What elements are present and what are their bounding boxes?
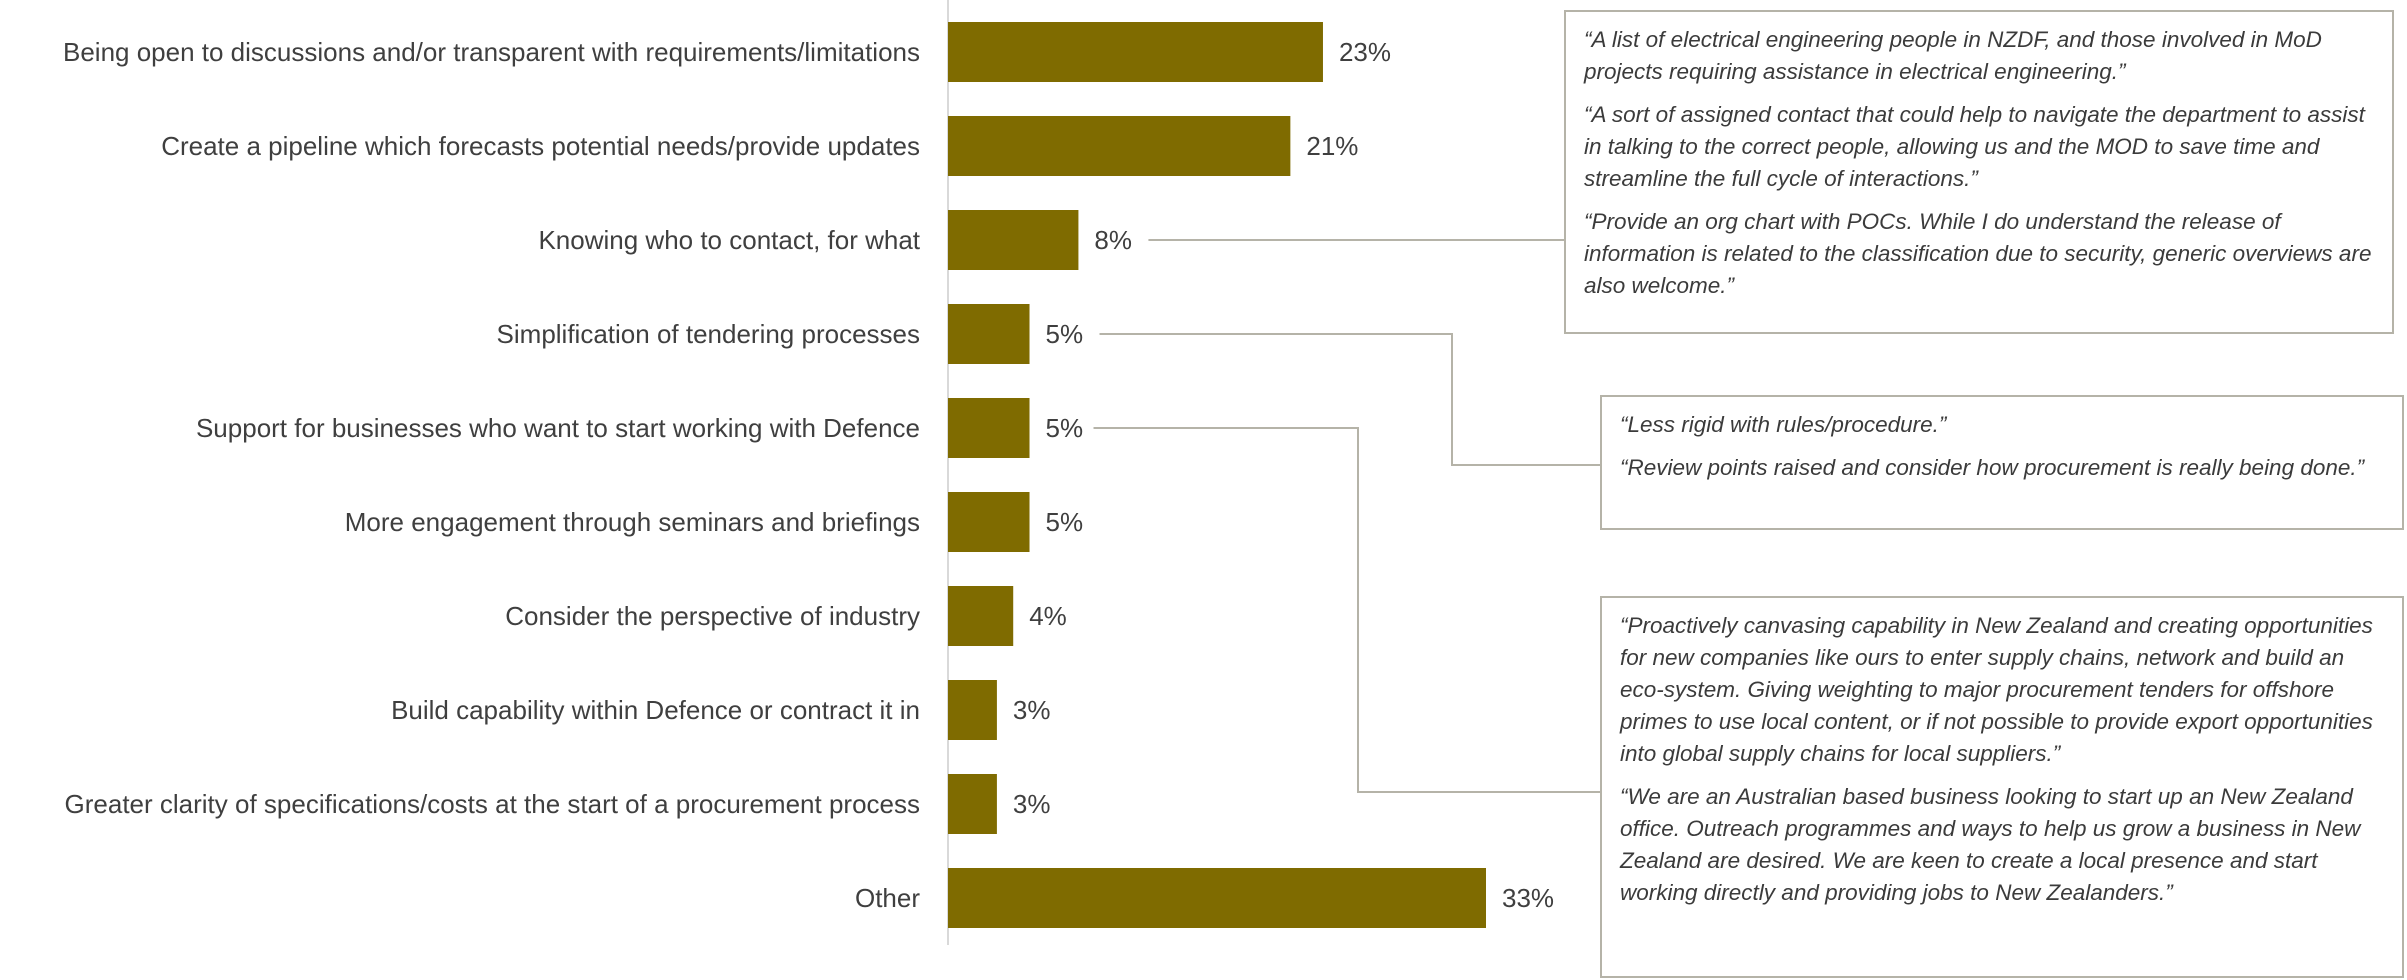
quote-box-support: “Proactively canvasing capability in New…	[1600, 596, 2404, 978]
bar	[948, 304, 1030, 364]
value-label: 23%	[1339, 37, 1391, 67]
bar	[948, 774, 997, 834]
value-label: 8%	[1094, 225, 1132, 255]
bar	[948, 398, 1030, 458]
value-label: 5%	[1046, 319, 1084, 349]
category-label: Support for businesses who want to start…	[196, 413, 920, 443]
category-label: Being open to discussions and/or transpa…	[63, 37, 920, 67]
value-label: 21%	[1306, 131, 1358, 161]
category-label: Greater clarity of specifications/costs …	[65, 789, 920, 819]
quote-text: “Provide an org chart with POCs. While I…	[1584, 209, 2372, 298]
bar	[948, 492, 1030, 552]
value-label: 5%	[1046, 413, 1084, 443]
quote-text: “A sort of assigned contact that could h…	[1584, 102, 2365, 191]
quote-text: “Review points raised and consider how p…	[1620, 455, 2365, 480]
category-label: Simplification of tendering processes	[497, 319, 920, 349]
category-label: Other	[855, 883, 920, 913]
category-label: Create a pipeline which forecasts potent…	[161, 131, 920, 161]
quote-text: “Proactively canvasing capability in New…	[1620, 613, 2373, 766]
quote-text: “A list of electrical engineering people…	[1584, 27, 2322, 84]
value-label: 5%	[1046, 507, 1084, 537]
bar	[948, 210, 1079, 270]
quote-text: “Less rigid with rules/procedure.”	[1620, 412, 1947, 437]
quote-text: “We are an Australian based business loo…	[1620, 784, 2361, 905]
bar	[948, 586, 1014, 646]
bar	[948, 680, 997, 740]
category-label: Consider the perspective of industry	[505, 601, 920, 631]
category-label: Build capability within Defence or contr…	[391, 695, 920, 725]
value-label: 33%	[1502, 883, 1554, 913]
connector-line	[1093, 427, 1600, 793]
value-label: 3%	[1013, 789, 1051, 819]
category-label: Knowing who to contact, for what	[538, 225, 920, 255]
bar	[948, 868, 1486, 928]
connector-line	[1099, 333, 1600, 466]
category-label: More engagement through seminars and bri…	[345, 507, 920, 537]
quote-box-contact: “A list of electrical engineering people…	[1564, 10, 2394, 334]
bar	[948, 116, 1291, 176]
bar	[948, 22, 1323, 82]
value-label: 4%	[1029, 601, 1067, 631]
quote-box-tendering: “Less rigid with rules/procedure.” “Revi…	[1600, 395, 2404, 530]
value-label: 3%	[1013, 695, 1051, 725]
